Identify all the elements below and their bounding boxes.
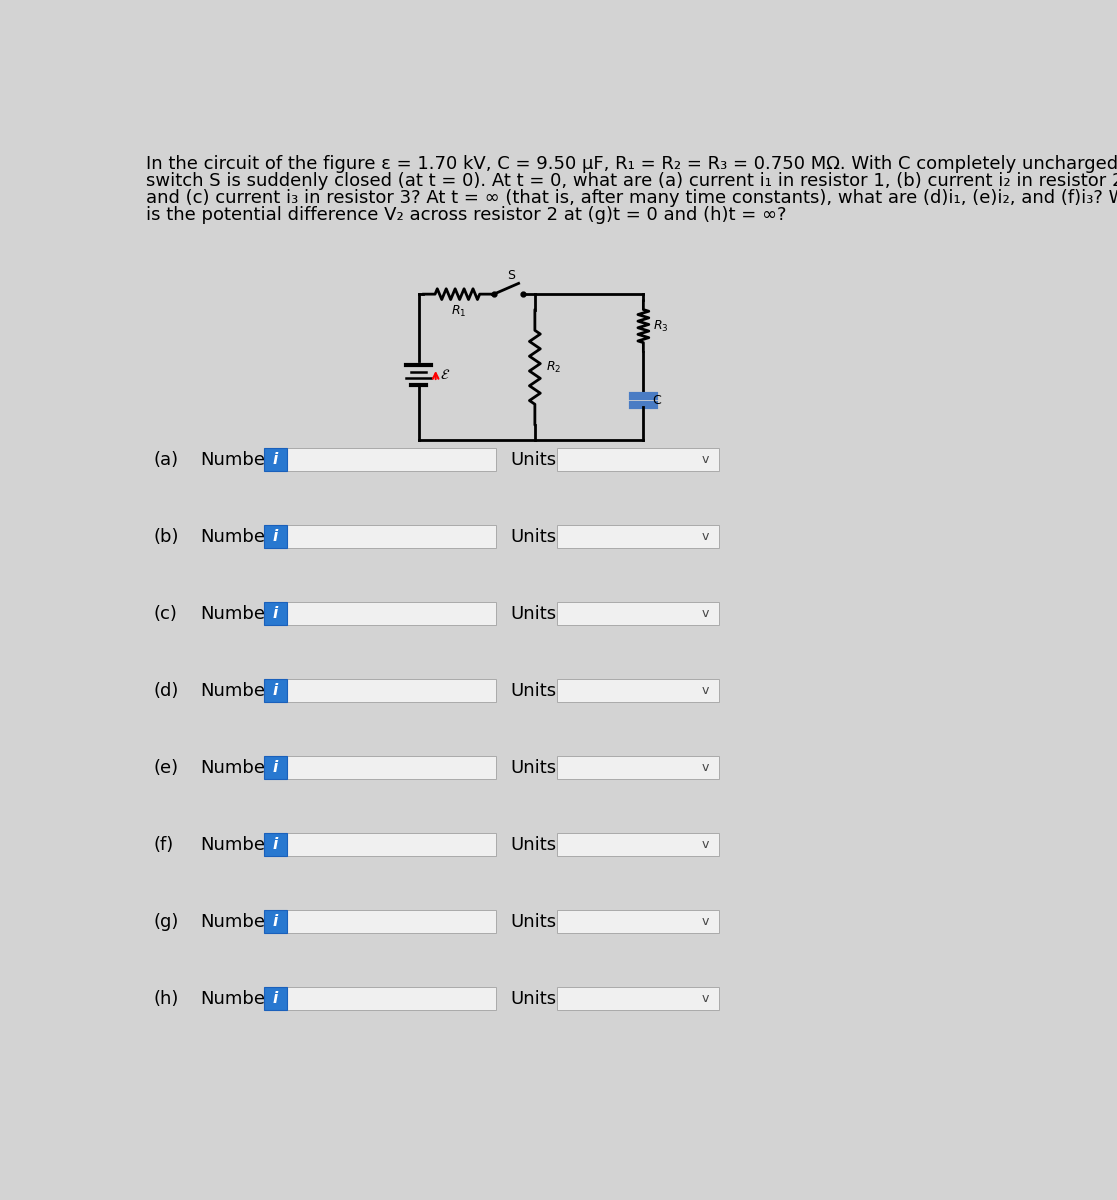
- FancyBboxPatch shape: [264, 526, 287, 548]
- FancyBboxPatch shape: [264, 602, 287, 625]
- Text: i: i: [273, 838, 278, 852]
- FancyBboxPatch shape: [287, 988, 496, 1010]
- Text: v: v: [701, 684, 709, 697]
- FancyBboxPatch shape: [287, 910, 496, 934]
- Text: Number: Number: [200, 682, 273, 700]
- FancyBboxPatch shape: [556, 988, 719, 1010]
- Text: Units: Units: [510, 682, 556, 700]
- FancyBboxPatch shape: [264, 988, 287, 1010]
- Text: (c): (c): [153, 605, 178, 623]
- Text: Units: Units: [510, 528, 556, 546]
- Text: $R_2$: $R_2$: [546, 360, 561, 374]
- Text: (g): (g): [153, 913, 179, 931]
- FancyBboxPatch shape: [264, 679, 287, 702]
- Text: Units: Units: [510, 913, 556, 931]
- FancyBboxPatch shape: [264, 910, 287, 934]
- Text: $R_1$: $R_1$: [451, 304, 467, 319]
- FancyBboxPatch shape: [287, 602, 496, 625]
- Text: v: v: [701, 916, 709, 929]
- Text: Number: Number: [200, 913, 273, 931]
- Text: (d): (d): [153, 682, 179, 700]
- Text: Units: Units: [510, 758, 556, 776]
- FancyBboxPatch shape: [287, 756, 496, 779]
- Text: Units: Units: [510, 835, 556, 853]
- FancyBboxPatch shape: [287, 679, 496, 702]
- FancyBboxPatch shape: [264, 833, 287, 857]
- FancyBboxPatch shape: [556, 833, 719, 857]
- Text: v: v: [701, 454, 709, 466]
- Text: i: i: [273, 529, 278, 545]
- Text: is the potential difference V₂ across resistor 2 at (g)t = 0 and (h)t = ∞?: is the potential difference V₂ across re…: [146, 205, 786, 223]
- Text: i: i: [273, 452, 278, 467]
- FancyBboxPatch shape: [556, 679, 719, 702]
- Text: v: v: [701, 838, 709, 851]
- FancyBboxPatch shape: [556, 602, 719, 625]
- FancyBboxPatch shape: [556, 448, 719, 472]
- Text: In the circuit of the figure ε = 1.70 kV, C = 9.50 µF, R₁ = R₂ = R₃ = 0.750 MΩ. : In the circuit of the figure ε = 1.70 kV…: [146, 155, 1117, 173]
- Text: (b): (b): [153, 528, 179, 546]
- Text: Units: Units: [510, 990, 556, 1008]
- FancyBboxPatch shape: [287, 526, 496, 548]
- FancyBboxPatch shape: [264, 756, 287, 779]
- Text: Units: Units: [510, 451, 556, 469]
- Text: v: v: [701, 530, 709, 544]
- Text: Number: Number: [200, 758, 273, 776]
- Text: Number: Number: [200, 528, 273, 546]
- Text: i: i: [273, 683, 278, 698]
- Text: $\mathcal{E}$: $\mathcal{E}$: [440, 368, 450, 382]
- FancyBboxPatch shape: [556, 526, 719, 548]
- Text: i: i: [273, 914, 278, 929]
- Text: v: v: [701, 992, 709, 1006]
- Text: (f): (f): [153, 835, 174, 853]
- Text: v: v: [701, 607, 709, 620]
- FancyBboxPatch shape: [556, 756, 719, 779]
- Text: Number: Number: [200, 605, 273, 623]
- Text: Number: Number: [200, 451, 273, 469]
- FancyBboxPatch shape: [287, 448, 496, 472]
- FancyBboxPatch shape: [264, 448, 287, 472]
- Text: Number: Number: [200, 990, 273, 1008]
- Text: v: v: [701, 761, 709, 774]
- Text: Units: Units: [510, 605, 556, 623]
- FancyBboxPatch shape: [287, 833, 496, 857]
- Text: i: i: [273, 606, 278, 622]
- Text: Number: Number: [200, 835, 273, 853]
- Text: C: C: [652, 394, 661, 407]
- Text: and (c) current i₃ in resistor 3? At t = ∞ (that is, after many time constants),: and (c) current i₃ in resistor 3? At t =…: [146, 188, 1117, 206]
- Text: i: i: [273, 991, 278, 1006]
- Text: switch S is suddenly closed (at t = 0). At t = 0, what are (a) current i₁ in res: switch S is suddenly closed (at t = 0). …: [146, 172, 1117, 190]
- FancyBboxPatch shape: [556, 910, 719, 934]
- Text: $R_3$: $R_3$: [652, 318, 668, 334]
- Text: S: S: [507, 269, 515, 282]
- Text: (h): (h): [153, 990, 179, 1008]
- Text: (a): (a): [153, 451, 179, 469]
- Text: (e): (e): [153, 758, 179, 776]
- Text: i: i: [273, 761, 278, 775]
